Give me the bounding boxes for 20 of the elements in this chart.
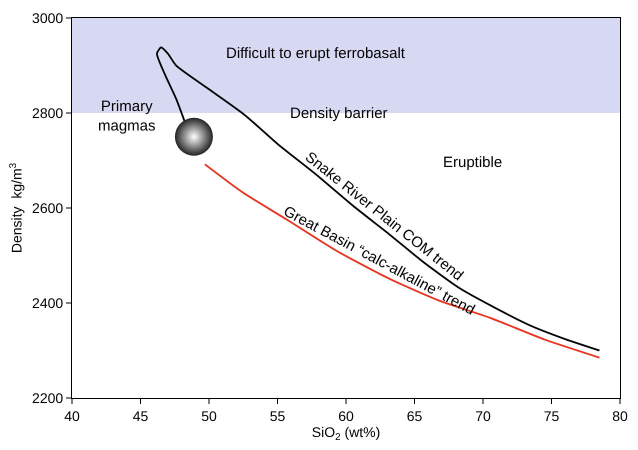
x-tick-label: 55: [270, 408, 286, 424]
line-series: [156, 46, 600, 352]
x-tick-label: 45: [132, 408, 148, 424]
annotation: Difficult to erupt ferrobasalt: [226, 45, 406, 62]
x-tick-label: 60: [338, 408, 354, 424]
x-tick-label: 40: [64, 408, 80, 424]
x-tick-label: 50: [201, 408, 217, 424]
x-tick-label: 75: [544, 408, 560, 424]
x-tick-label: 80: [612, 408, 628, 424]
y-tick-label: 2600: [32, 200, 64, 216]
x-tick-label: 65: [406, 408, 422, 424]
y-tick-label: 2800: [32, 104, 64, 121]
y-tick-label: 3000: [32, 10, 64, 26]
annotation: Primary magmas: [98, 98, 156, 134]
y-tick-label: 2200: [32, 390, 64, 406]
annotation: Density barrier: [290, 105, 388, 122]
y-tick-label: 2400: [32, 294, 64, 311]
annotation: Eruptible: [443, 154, 502, 171]
x-axis-title: SiO$_{2}$ (wt%): [312, 424, 380, 444]
x-tick-label: 70: [475, 408, 491, 424]
